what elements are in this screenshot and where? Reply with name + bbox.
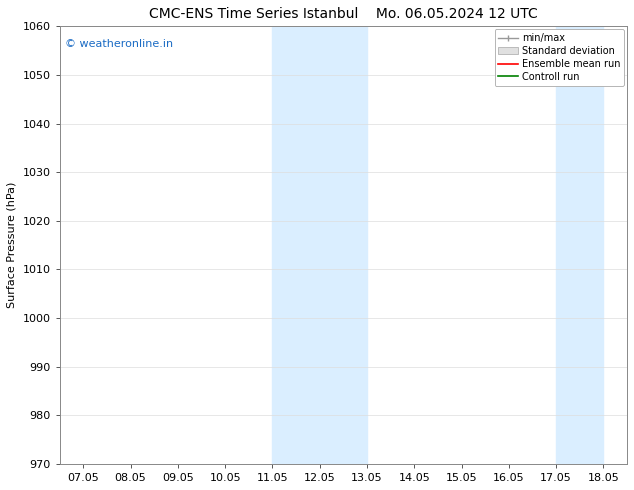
- Legend: min/max, Standard deviation, Ensemble mean run, Controll run: min/max, Standard deviation, Ensemble me…: [495, 29, 624, 86]
- Text: © weatheronline.in: © weatheronline.in: [65, 39, 174, 49]
- Y-axis label: Surface Pressure (hPa): Surface Pressure (hPa): [7, 182, 17, 308]
- Bar: [556, 26, 604, 464]
- Bar: [273, 26, 367, 464]
- Title: CMC-ENS Time Series Istanbul    Mo. 06.05.2024 12 UTC: CMC-ENS Time Series Istanbul Mo. 06.05.2…: [149, 7, 538, 21]
